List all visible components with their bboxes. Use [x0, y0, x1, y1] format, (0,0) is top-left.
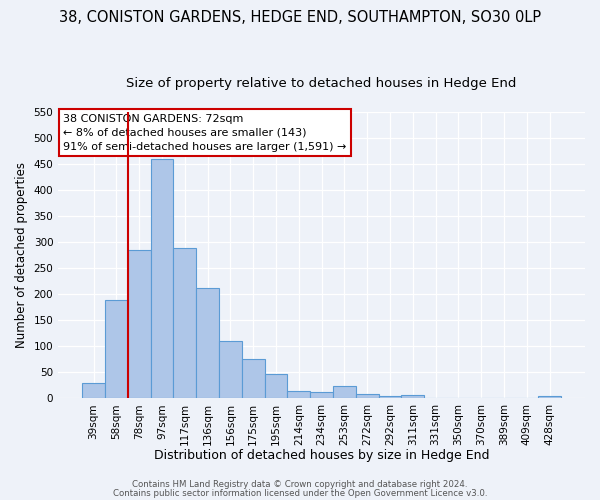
Bar	[151, 160, 173, 398]
Bar	[401, 395, 424, 398]
Bar	[333, 386, 356, 398]
Bar	[287, 391, 310, 398]
Text: Contains HM Land Registry data © Crown copyright and database right 2024.: Contains HM Land Registry data © Crown c…	[132, 480, 468, 489]
X-axis label: Distribution of detached houses by size in Hedge End: Distribution of detached houses by size …	[154, 450, 490, 462]
Bar	[379, 396, 401, 398]
Bar	[173, 248, 196, 398]
Bar	[242, 360, 265, 399]
Text: 38 CONISTON GARDENS: 72sqm
← 8% of detached houses are smaller (143)
91% of semi: 38 CONISTON GARDENS: 72sqm ← 8% of detac…	[64, 114, 347, 152]
Text: 38, CONISTON GARDENS, HEDGE END, SOUTHAMPTON, SO30 0LP: 38, CONISTON GARDENS, HEDGE END, SOUTHAM…	[59, 10, 541, 25]
Bar	[128, 250, 151, 398]
Bar	[219, 341, 242, 398]
Bar	[82, 383, 105, 398]
Text: Contains public sector information licensed under the Open Government Licence v3: Contains public sector information licen…	[113, 488, 487, 498]
Bar	[105, 300, 128, 398]
Bar	[356, 394, 379, 398]
Y-axis label: Number of detached properties: Number of detached properties	[15, 162, 28, 348]
Title: Size of property relative to detached houses in Hedge End: Size of property relative to detached ho…	[127, 78, 517, 90]
Bar	[310, 392, 333, 398]
Bar	[538, 396, 561, 398]
Bar	[265, 374, 287, 398]
Bar	[196, 288, 219, 399]
